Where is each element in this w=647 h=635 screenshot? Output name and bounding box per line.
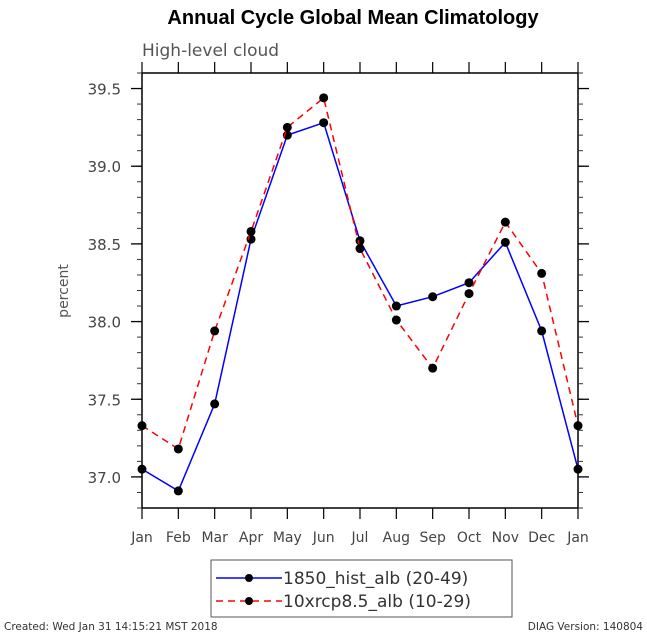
data-point	[173, 486, 183, 496]
data-point	[210, 399, 220, 409]
series-layer	[137, 93, 583, 496]
data-point	[500, 237, 510, 247]
x-tick-label: Apr	[239, 530, 263, 546]
data-point	[137, 464, 147, 474]
series-0	[137, 118, 583, 496]
legend-marker	[245, 574, 253, 582]
x-tick-label: Sep	[419, 530, 446, 546]
chart-title: Annual Cycle Global Mean Climatology	[167, 7, 539, 29]
y-tick-label: 39.0	[88, 158, 121, 176]
series-1	[137, 93, 583, 454]
data-point	[282, 122, 292, 132]
diag-version: DIAG Version: 140804	[528, 621, 644, 633]
data-point	[246, 226, 256, 236]
data-point	[428, 363, 438, 373]
data-point	[500, 217, 510, 227]
x-tick-label: Jan	[566, 530, 589, 546]
data-point	[391, 315, 401, 325]
x-tick-label: Jul	[351, 530, 369, 546]
x-tick-label: Feb	[166, 530, 191, 546]
chart-subtitle: High-level cloud	[142, 41, 279, 61]
y-tick-label: 38.5	[88, 236, 121, 254]
x-tick-label: Jun	[312, 530, 335, 546]
legend: 1850_hist_alb (20-49) 10xrcp8.5_alb (10-2…	[210, 559, 513, 618]
data-point	[464, 289, 474, 299]
axes: Jan Feb Mar Apr May Jun Jul Aug Sep Oct Nov Dec Jan 3…	[88, 62, 589, 546]
series-line	[141, 96, 579, 451]
data-point	[573, 464, 583, 474]
x-tick-label: Nov	[492, 530, 519, 546]
x-tick-label: Oct	[457, 530, 482, 546]
x-tick-label: Jan	[130, 530, 153, 546]
y-tick-label: 37.0	[88, 469, 121, 487]
legend-label: 1850_hist_alb (20-49)	[283, 569, 468, 589]
data-point	[355, 236, 365, 246]
data-point	[173, 444, 183, 454]
data-point	[391, 301, 401, 311]
data-point	[319, 118, 329, 128]
data-point	[319, 93, 329, 103]
legend-marker	[245, 597, 253, 605]
y-tick-label: 38.0	[88, 314, 121, 332]
data-point	[210, 326, 220, 336]
y-axis-label: percent	[56, 264, 72, 318]
x-tick-label: Aug	[383, 530, 410, 546]
y-tick-label: 37.5	[88, 391, 121, 409]
legend-label: 10xrcp8.5_alb (10-29)	[283, 592, 471, 612]
x-tick-label: May	[273, 530, 302, 546]
x-tick-label: Dec	[528, 530, 555, 546]
y-tick-label: 39.5	[88, 81, 121, 99]
x-tick-label: Mar	[201, 530, 228, 546]
plot-frame	[141, 72, 579, 509]
data-point	[537, 268, 547, 278]
data-point	[355, 244, 365, 254]
series-line	[141, 121, 579, 492]
data-point	[464, 278, 474, 288]
data-point	[537, 326, 547, 336]
data-point	[573, 421, 583, 431]
data-point	[428, 292, 438, 302]
legend-box	[210, 559, 513, 618]
created-timestamp: Created: Wed Jan 31 14:15:21 MST 2018	[4, 621, 218, 633]
data-point	[137, 421, 147, 431]
